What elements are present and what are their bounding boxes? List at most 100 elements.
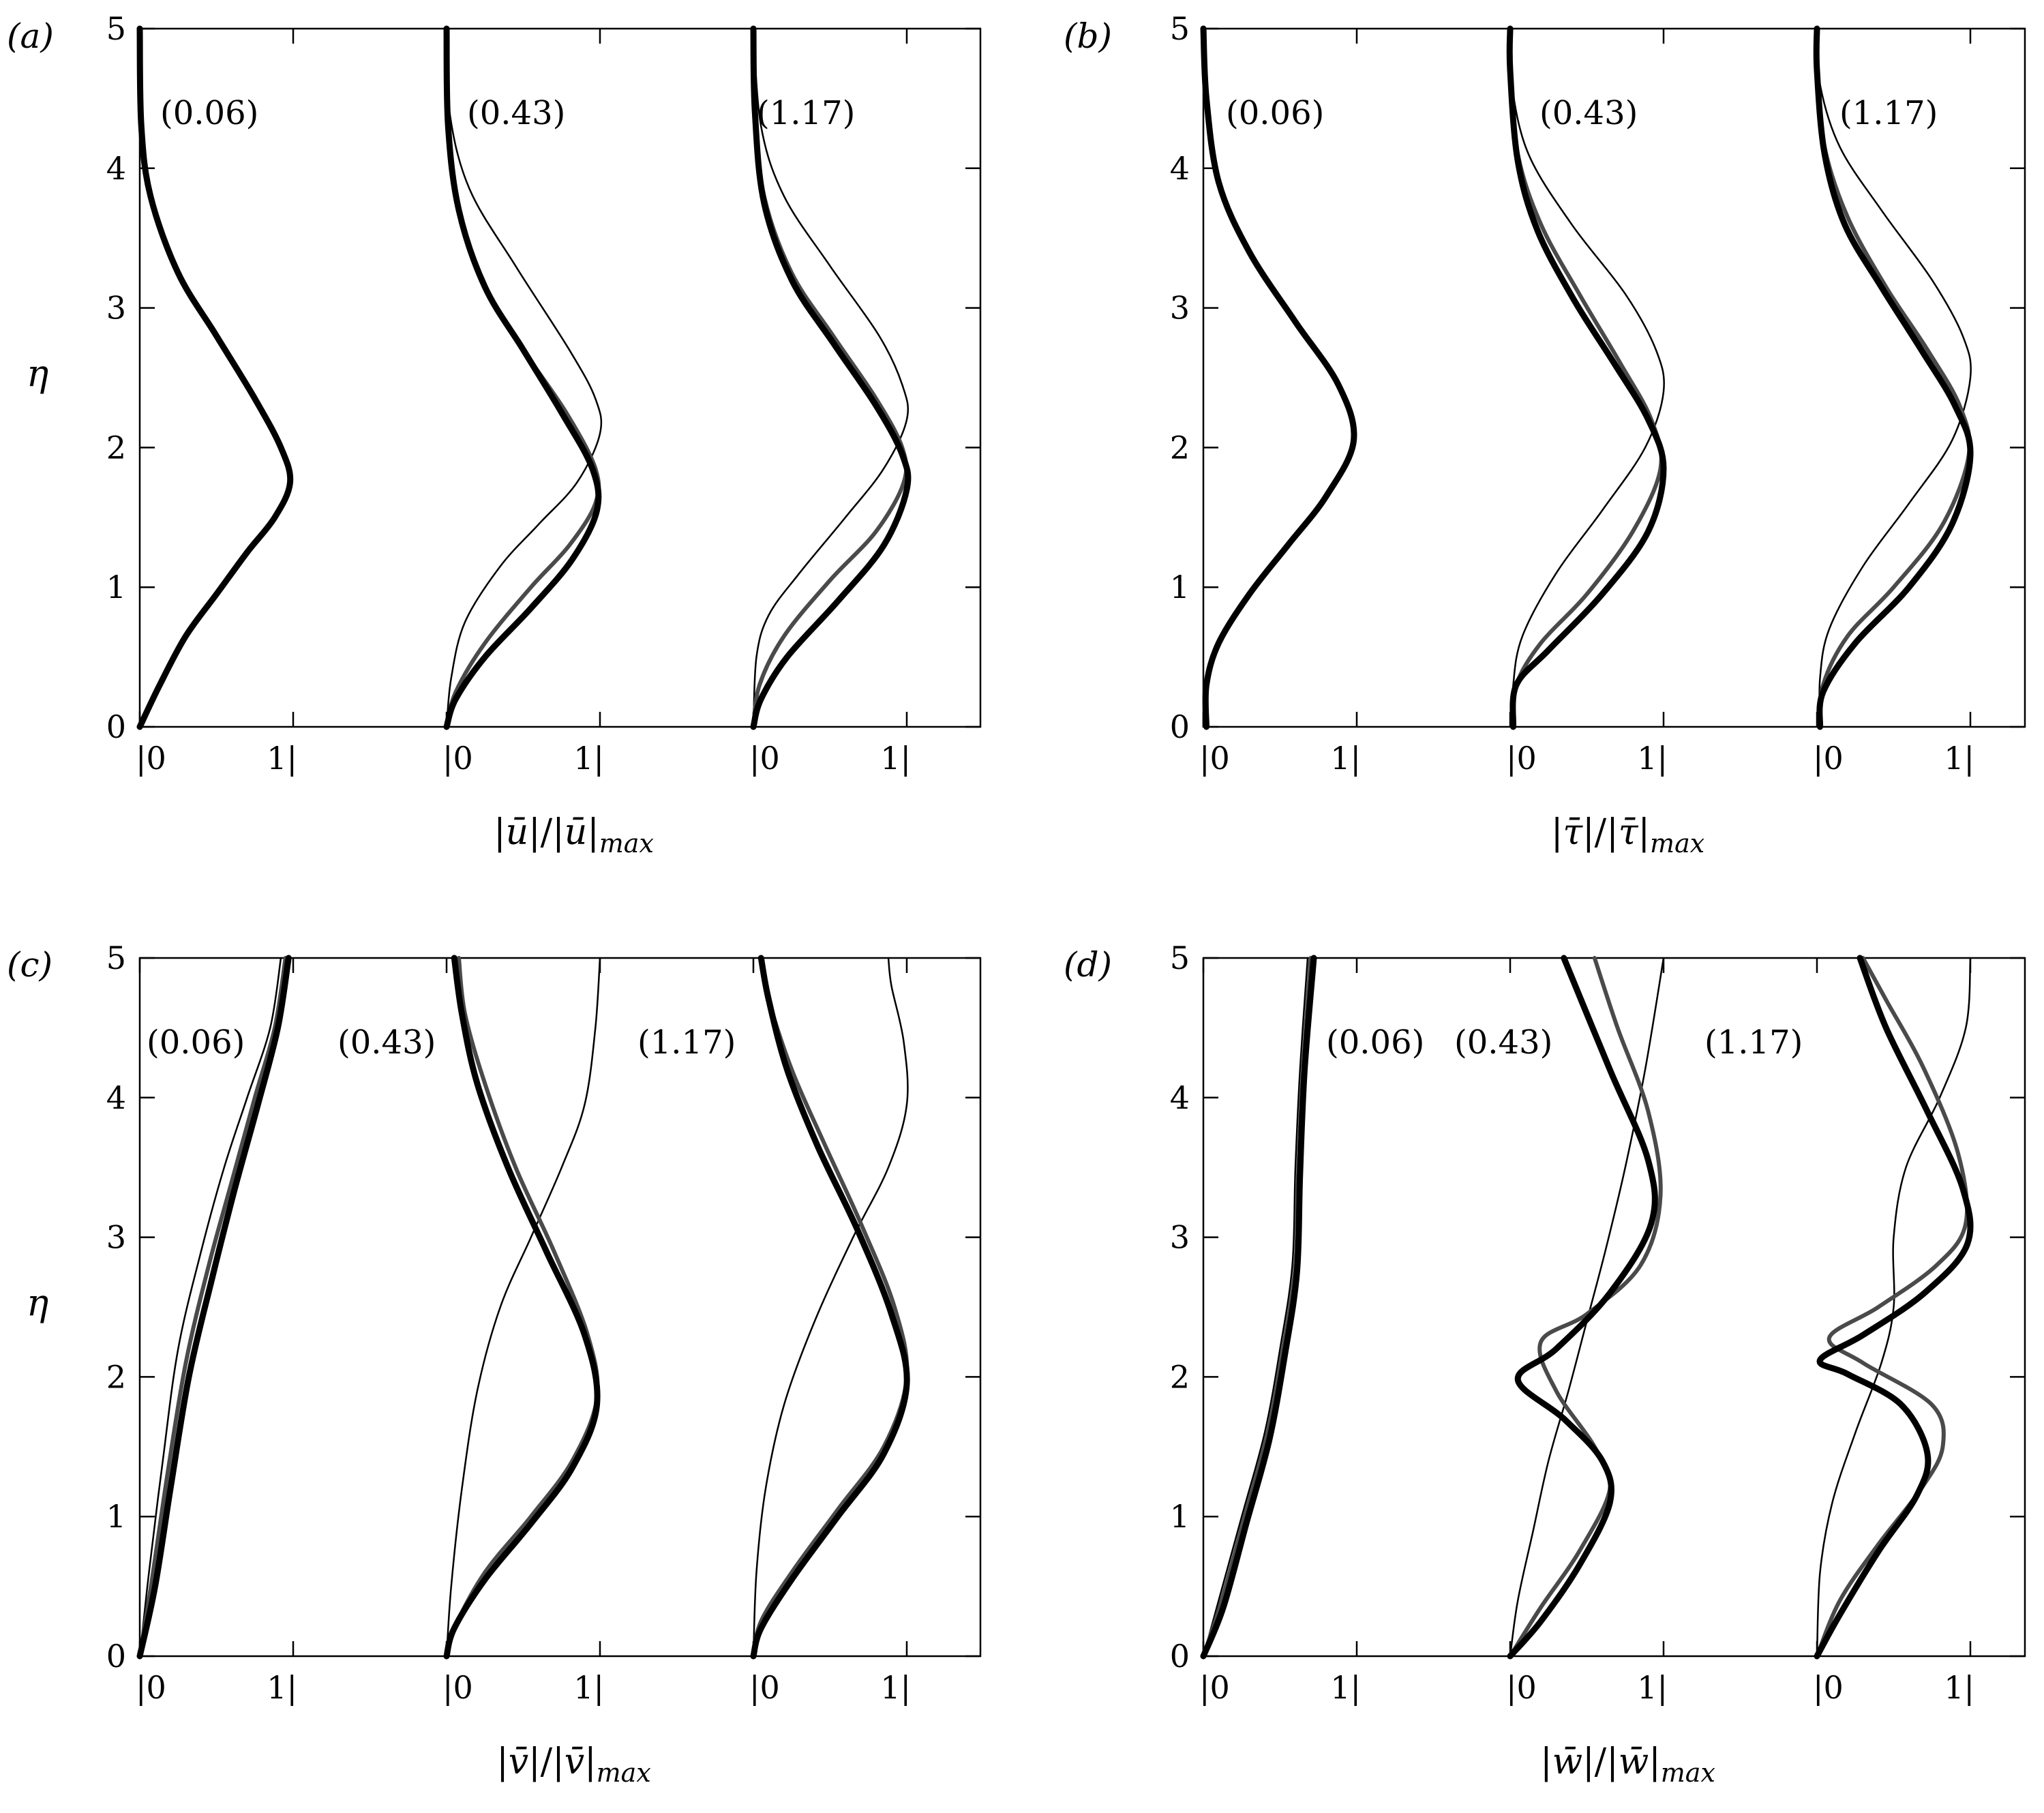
panel-label: (c) bbox=[7, 945, 52, 985]
x-tick-label: |0 bbox=[749, 1669, 780, 1706]
series-line bbox=[1509, 27, 1665, 728]
group-annotation: (0.43) bbox=[467, 94, 565, 132]
x-tick-label: |0 bbox=[136, 1669, 166, 1706]
x-axis-label: |ū|/|ū|max bbox=[494, 812, 654, 858]
x-tick-label: |0 bbox=[1199, 1669, 1230, 1706]
y-tick-label: 5 bbox=[1170, 940, 1190, 976]
y-tick-label: 5 bbox=[1170, 10, 1190, 47]
y-tick-label: 1 bbox=[106, 1498, 126, 1535]
x-tick-label: 1| bbox=[1944, 1669, 1974, 1706]
group-annotation: (0.06) bbox=[160, 94, 258, 132]
series-group bbox=[136, 955, 910, 1660]
x-tick-label: |0 bbox=[1506, 1669, 1537, 1706]
y-tick-label: 3 bbox=[1170, 1219, 1190, 1256]
series-line bbox=[750, 25, 912, 730]
series-line bbox=[445, 957, 601, 1658]
y-tick-label: 3 bbox=[106, 290, 126, 327]
series-line bbox=[1507, 955, 1658, 1660]
y-axis-label: η bbox=[27, 352, 48, 395]
series-line bbox=[445, 27, 601, 729]
y-tick-label: 4 bbox=[106, 1079, 126, 1116]
x-tick-label: |0 bbox=[136, 740, 166, 777]
x-tick-label: |0 bbox=[442, 1669, 473, 1706]
series-line bbox=[1816, 27, 1972, 728]
series-line bbox=[138, 956, 288, 1658]
x-tick-label: |0 bbox=[1813, 740, 1844, 777]
x-tick-label: |0 bbox=[1813, 1669, 1844, 1706]
panel-label: (d) bbox=[1064, 945, 1112, 985]
x-tick-label: 1| bbox=[1637, 1669, 1668, 1706]
x-axis-label: |w̄|/|w̄|max bbox=[1540, 1741, 1715, 1788]
series-line bbox=[1506, 25, 1667, 730]
series-line bbox=[136, 955, 292, 1660]
group-annotation: (0.43) bbox=[1539, 94, 1638, 132]
series-line bbox=[1814, 955, 1974, 1660]
group-annotation: (0.06) bbox=[147, 1023, 245, 1062]
series-line bbox=[752, 957, 909, 1658]
series-group bbox=[136, 25, 912, 730]
series-line bbox=[138, 27, 291, 728]
panel-label: (b) bbox=[1064, 16, 1112, 56]
group-annotation: (1.17) bbox=[757, 94, 855, 132]
y-tick-label: 2 bbox=[1170, 429, 1190, 466]
series-line bbox=[1816, 957, 1972, 1658]
series-line bbox=[1202, 957, 1309, 1658]
panel-d: (d) 0 1 2 3 4 5 |0 1| (0.06) |0 1| (0.43) |0 1| (1.17) |… bbox=[1064, 940, 2026, 1788]
x-tick-label: 1| bbox=[1330, 1669, 1361, 1706]
series-group bbox=[1200, 955, 1974, 1660]
y-tick-label: 2 bbox=[106, 429, 126, 466]
group-annotation: (0.06) bbox=[1326, 1023, 1424, 1062]
series-line bbox=[1507, 27, 1664, 729]
series-line bbox=[136, 25, 294, 730]
group-annotation: (0.43) bbox=[1454, 1023, 1552, 1062]
x-tick-label: |0 bbox=[1199, 740, 1230, 777]
x-tick-label: 1| bbox=[1637, 740, 1668, 777]
group-annotation: (0.43) bbox=[337, 1023, 436, 1062]
x-tick-label: 1| bbox=[573, 740, 604, 777]
plot-frame bbox=[1202, 957, 2026, 1658]
series-line bbox=[445, 27, 603, 728]
plot-frame bbox=[138, 957, 982, 1658]
series-group bbox=[1200, 25, 1974, 730]
y-tick-label: 1 bbox=[106, 569, 126, 605]
panel-b: (b) 0 1 2 3 4 5 |0 1| (0.06) |0 1| (0.43) |0 1| (1.17) |… bbox=[1064, 10, 2026, 858]
panel-label: (a) bbox=[7, 16, 54, 56]
series-line bbox=[750, 955, 910, 1660]
series-line bbox=[1814, 27, 1972, 729]
x-axis-label: |v̄|/|v̄|max bbox=[496, 1741, 651, 1788]
y-tick-label: 1 bbox=[1170, 569, 1190, 605]
y-tick-label: 5 bbox=[106, 940, 126, 976]
panel-a: (a) 0 1 2 3 4 5 η |0 1| (0.06) |0 1| (0.43) |0 1| (1.17)… bbox=[7, 10, 982, 858]
y-tick-label: 0 bbox=[106, 708, 126, 745]
x-tick-label: |0 bbox=[1506, 740, 1537, 777]
x-tick-label: 1| bbox=[880, 1669, 911, 1706]
y-tick-label: 2 bbox=[106, 1358, 126, 1395]
group-annotation: (0.06) bbox=[1226, 94, 1324, 132]
series-line bbox=[752, 27, 910, 728]
x-tick-label: |0 bbox=[749, 740, 780, 777]
y-tick-label: 0 bbox=[1170, 708, 1190, 745]
x-tick-label: 1| bbox=[267, 740, 297, 777]
y-tick-label: 3 bbox=[1170, 290, 1190, 327]
panel-c: (c) 0 1 2 3 4 5 η |0 1| (0.06) |0 1| (0.43) |0 1| (1.17)… bbox=[7, 940, 982, 1788]
x-tick-label: 1| bbox=[267, 1669, 297, 1706]
series-line bbox=[443, 25, 602, 730]
series-line bbox=[1509, 957, 1665, 1658]
series-line bbox=[1815, 956, 1970, 1658]
y-tick-label: 4 bbox=[106, 150, 126, 187]
y-tick-label: 2 bbox=[1170, 1358, 1190, 1395]
x-tick-label: 1| bbox=[573, 1669, 604, 1706]
y-tick-label: 4 bbox=[1170, 150, 1190, 187]
group-annotation: (1.17) bbox=[1704, 1023, 1803, 1062]
series-line bbox=[1200, 25, 1357, 730]
y-tick-label: 0 bbox=[1170, 1638, 1190, 1675]
y-axis-label: η bbox=[27, 1281, 48, 1324]
x-tick-label: 1| bbox=[1330, 740, 1361, 777]
group-annotation: (1.17) bbox=[1839, 94, 1938, 132]
y-tick-label: 5 bbox=[106, 10, 126, 47]
y-tick-label: 0 bbox=[106, 1638, 126, 1675]
series-line bbox=[1813, 25, 1974, 730]
series-line bbox=[751, 27, 909, 729]
x-axis-label: |τ̄|/|τ̄|max bbox=[1551, 812, 1704, 858]
